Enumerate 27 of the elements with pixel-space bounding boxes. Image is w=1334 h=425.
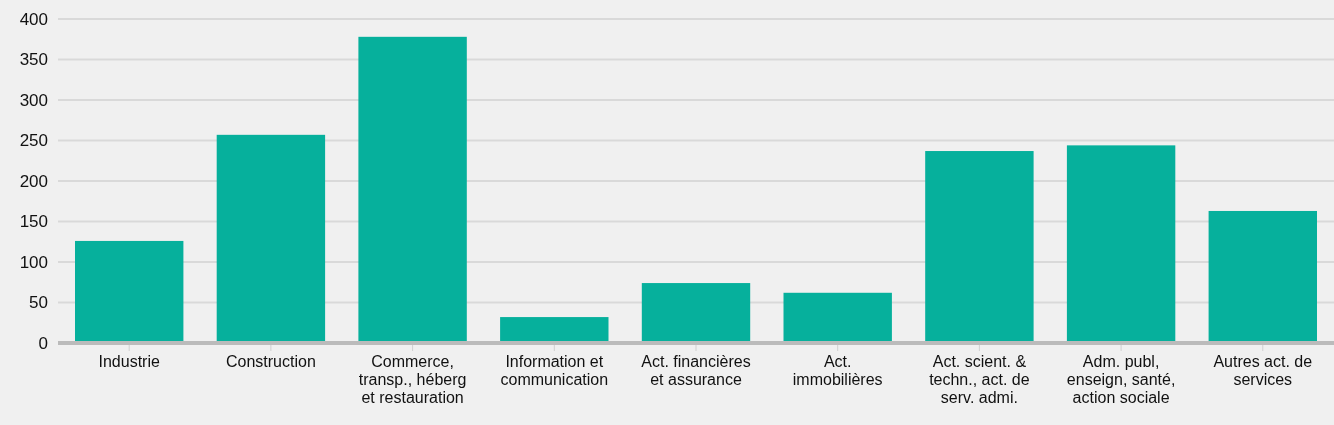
- y-tick-label: 150: [19, 212, 48, 232]
- y-tick-label: 400: [19, 9, 48, 29]
- x-tick-label: Information et communication: [500, 353, 609, 388]
- bar: [75, 240, 184, 343]
- bar: [1208, 210, 1317, 343]
- bar: [358, 36, 467, 343]
- x-tick-label: Act. scient. & techn., act. de serv. admi.: [929, 353, 1030, 406]
- bar: [216, 134, 326, 343]
- bar: [1066, 145, 1176, 343]
- x-tick-label: Act. financières et assurance: [641, 353, 751, 388]
- bar: [783, 292, 892, 343]
- y-tick-label: 350: [19, 50, 48, 70]
- bar: [925, 151, 1034, 343]
- y-tick-label: 250: [19, 131, 48, 151]
- x-tick-label: Adm. publ, enseign, santé, action sociale: [1066, 353, 1176, 406]
- x-tick-label: Construction: [225, 353, 316, 370]
- bar: [641, 283, 751, 343]
- y-tick-label: 0: [38, 333, 48, 353]
- x-tick-label: Autres act. de services: [1213, 353, 1313, 388]
- x-tick-label: Act. immobilières: [792, 353, 883, 388]
- y-tick-label: 50: [29, 293, 48, 313]
- y-tick-label: 300: [19, 90, 48, 110]
- x-tick-label: Commerce, transp., héberg et restauration: [358, 353, 467, 406]
- bar: [500, 317, 609, 343]
- y-tick-label: 100: [19, 252, 48, 272]
- x-tick-label: Industrie: [98, 353, 160, 370]
- y-tick-label: 200: [19, 171, 48, 191]
